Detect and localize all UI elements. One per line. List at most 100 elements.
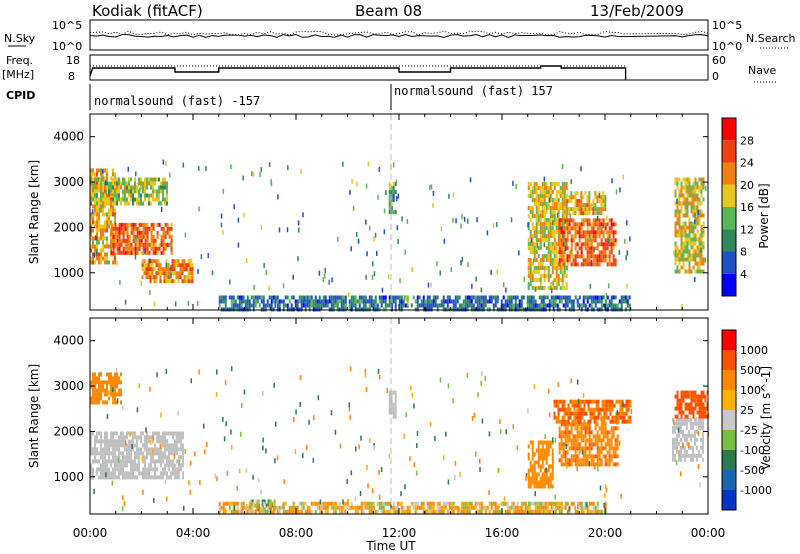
heatmap-cell	[684, 197, 687, 202]
heatmap-cell	[698, 410, 701, 415]
heatmap-cell	[528, 303, 531, 308]
heatmap-cell	[429, 421, 432, 427]
heatmap-cell	[122, 475, 124, 480]
heatmap-cell	[191, 263, 194, 268]
heatmap-cell	[165, 161, 167, 167]
heatmap-cell	[174, 431, 176, 436]
heatmap-cell	[146, 226, 149, 231]
heatmap-cell	[108, 216, 110, 221]
cpid-panel: CPID normalsound (fast) -157 normalsound…	[6, 84, 553, 110]
heatmap-cell	[90, 467, 92, 472]
heatmap-cell	[136, 248, 139, 254]
heatmap-cell	[194, 451, 196, 457]
heatmap-cell	[472, 295, 475, 300]
heatmap-cell	[100, 431, 102, 436]
heatmap-cell	[543, 472, 546, 477]
heatmap-cell	[614, 442, 617, 447]
heatmap-cell	[236, 485, 239, 491]
heatmap-cell	[114, 208, 116, 213]
heatmap-cell	[600, 295, 603, 300]
heatmap-cell	[257, 477, 260, 483]
heatmap-cell	[322, 295, 325, 300]
heatmap-cell	[98, 252, 100, 257]
heatmap-cell	[149, 271, 152, 276]
heatmap-cell	[456, 509, 459, 514]
heatmap-cell	[700, 394, 703, 399]
heatmap-cell	[349, 189, 351, 195]
heatmap-cell	[246, 307, 249, 312]
heatmap-cell	[527, 501, 530, 507]
heatmap-cell	[504, 299, 507, 304]
heatmap-cell	[553, 206, 556, 211]
heatmap-cell	[574, 199, 577, 204]
heatmap-cell	[568, 226, 571, 231]
heatmap-cell	[326, 505, 329, 510]
heatmap-cell	[366, 307, 369, 312]
heatmap-cell	[494, 303, 497, 308]
heatmap-cell	[146, 181, 148, 186]
heatmap-cell	[150, 177, 152, 182]
heatmap-cell	[589, 415, 592, 420]
heatmap-cell	[535, 460, 538, 465]
heatmap-cell	[120, 400, 122, 405]
heatmap-cell	[688, 189, 691, 194]
heatmap-cell	[486, 505, 489, 510]
heatmap-cell	[598, 299, 601, 304]
heatmap-cell	[598, 446, 601, 451]
colorbar-tick-label: 25	[740, 404, 754, 417]
heatmap-cell	[371, 488, 374, 494]
heatmap-cell	[614, 295, 617, 300]
heatmap-cell	[680, 241, 683, 246]
heatmap-cell	[541, 238, 544, 243]
heatmap-cell	[132, 471, 134, 476]
heatmap-cell	[554, 437, 557, 443]
heatmap-cell	[686, 181, 689, 186]
heatmap-cell	[328, 299, 331, 304]
heatmap-cell	[116, 197, 118, 202]
heatmap-cell	[150, 226, 153, 231]
heatmap-cell	[539, 286, 542, 291]
heatmap-cell	[180, 431, 182, 436]
heatmap-cell	[148, 226, 151, 231]
heatmap-cell	[230, 295, 233, 300]
heatmap-cell	[244, 307, 247, 312]
heatmap-cell	[112, 242, 115, 247]
heatmap-cell	[676, 257, 679, 262]
heatmap-cell	[414, 501, 417, 506]
heatmap-cell	[557, 382, 560, 388]
heatmap-cell	[574, 425, 577, 431]
heatmap-cell	[588, 222, 591, 227]
heatmap-cell	[148, 177, 150, 182]
heatmap-cell	[680, 253, 683, 258]
heatmap-cell	[602, 295, 605, 300]
heatmap-cell	[428, 303, 431, 308]
heatmap-cell	[560, 254, 563, 259]
heatmap-cell	[541, 472, 544, 477]
heatmap-cell	[572, 299, 575, 304]
heatmap-cell	[120, 431, 122, 436]
heatmap-cell	[558, 222, 561, 227]
heatmap-cell	[576, 446, 579, 451]
heatmap-cell	[545, 444, 548, 449]
heatmap-cell	[558, 458, 561, 463]
heatmap-cell	[342, 505, 345, 510]
heatmap-cell	[152, 448, 154, 454]
heatmap-cell	[110, 376, 112, 381]
heatmap-cell	[535, 222, 538, 227]
heatmap-cell	[694, 237, 697, 242]
heatmap-cell	[170, 459, 172, 464]
heatmap-cell	[167, 267, 170, 272]
heatmap-cell	[580, 211, 583, 216]
heatmap-cell	[102, 471, 104, 476]
heatmap-cell	[114, 455, 116, 460]
heatmap-cell	[92, 244, 94, 249]
heatmap-cell	[168, 463, 170, 468]
heatmap-cell	[166, 475, 168, 480]
heatmap-cell	[535, 270, 538, 275]
heatmap-cell	[178, 459, 181, 465]
heatmap-cell	[560, 218, 563, 223]
heatmap-cell	[671, 441, 674, 446]
heatmap-cell	[594, 222, 597, 227]
heatmap-cell	[588, 195, 591, 200]
